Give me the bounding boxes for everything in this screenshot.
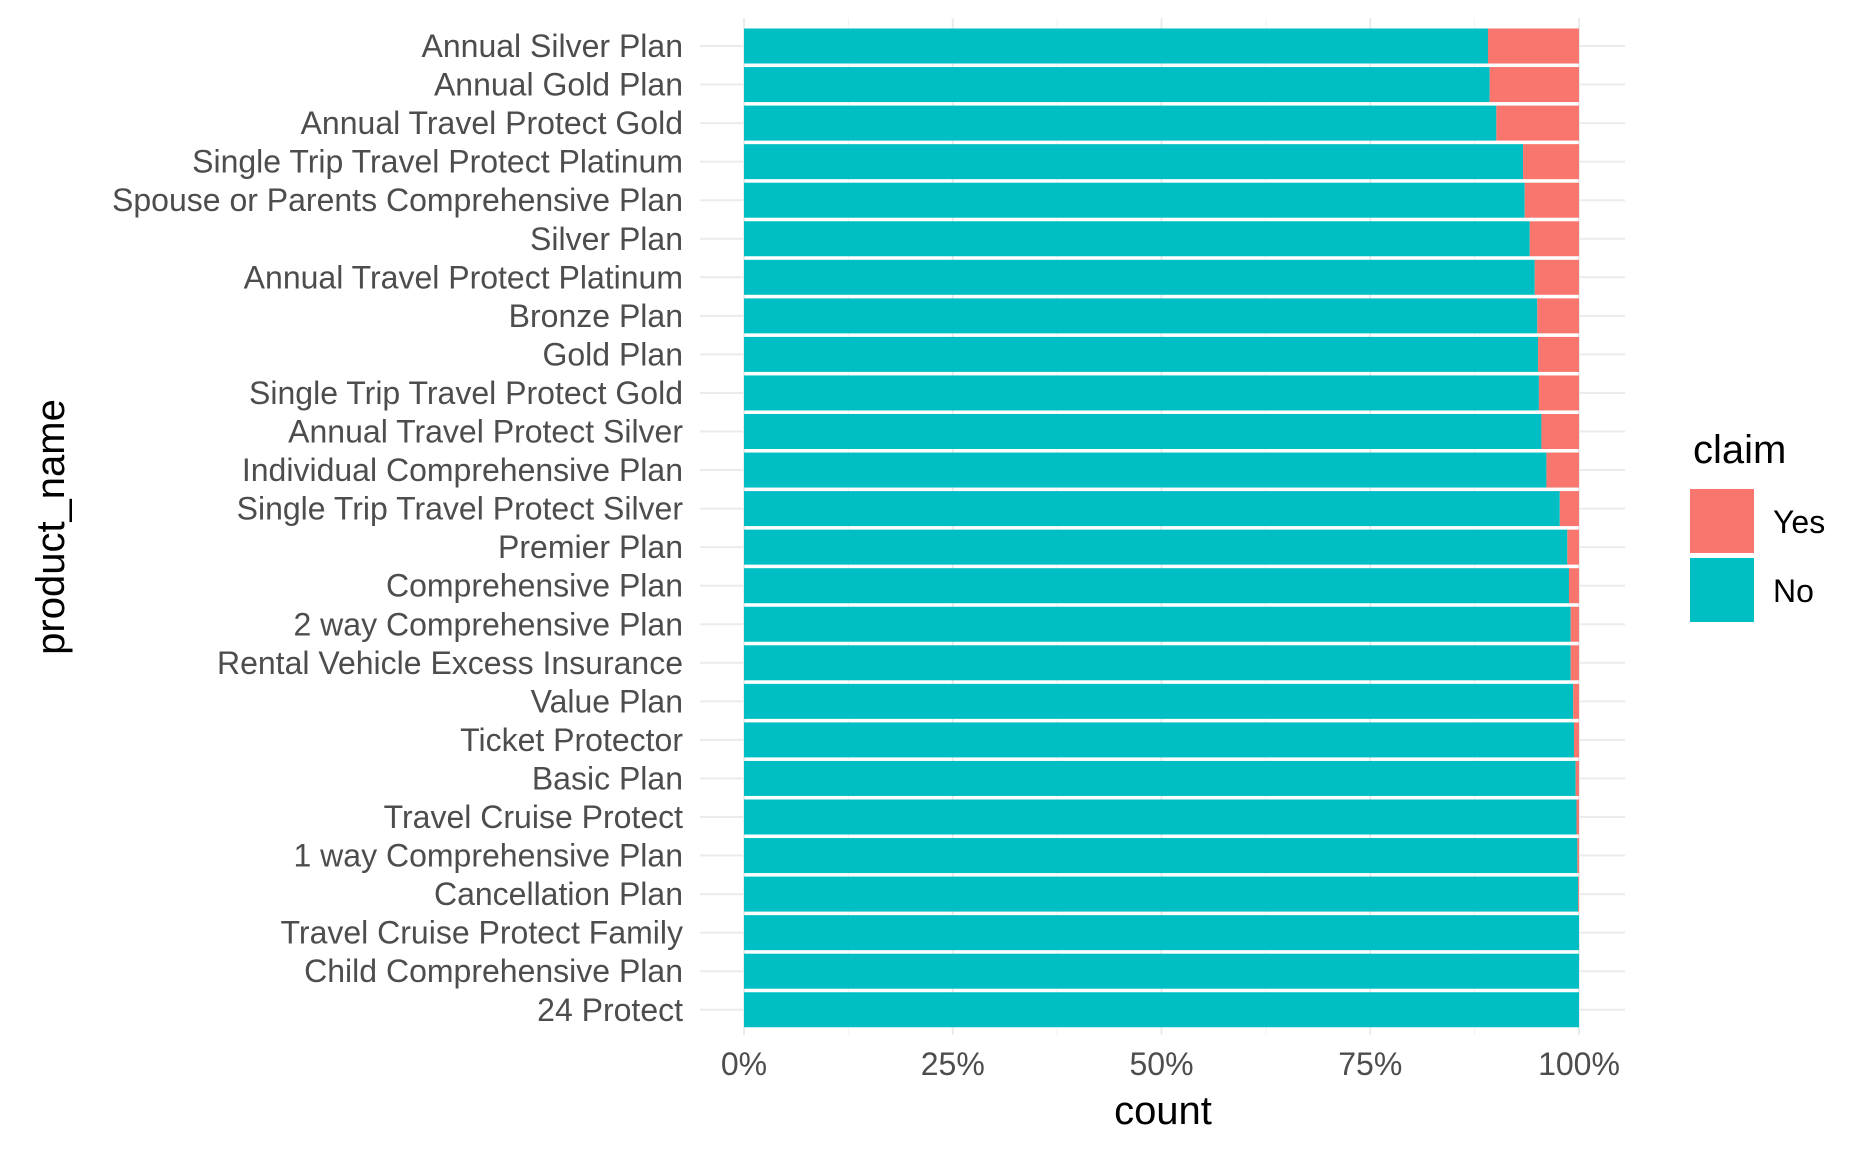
category-label: Ticket Protector <box>460 722 683 758</box>
bar-segment-yes <box>1529 221 1579 257</box>
bar-segment-yes <box>1546 452 1579 488</box>
bar-segment-yes <box>1567 529 1579 565</box>
category-label: Travel Cruise Protect Family <box>281 915 683 951</box>
bar-segment-no <box>744 722 1574 758</box>
category-label: Child Comprehensive Plan <box>304 953 683 989</box>
bar-segment-yes <box>1573 683 1579 719</box>
bar-segment-no <box>744 491 1560 527</box>
x-tick-label: 25% <box>921 1046 985 1082</box>
bar-segment-no <box>744 298 1538 334</box>
bar-segment-no <box>744 414 1542 449</box>
bar-segment-yes <box>1541 414 1579 449</box>
bar-segment-yes <box>1489 67 1579 103</box>
legend-swatch-no <box>1690 558 1754 622</box>
bar-segment-no <box>744 838 1578 874</box>
x-tick-label: 0% <box>721 1046 767 1082</box>
category-label: Single Trip Travel Protect Gold <box>249 375 683 411</box>
bar-segment-yes <box>1523 144 1579 180</box>
category-label: Annual Travel Protect Silver <box>288 414 683 450</box>
bar-segment-no <box>744 375 1539 411</box>
legend-swatch-yes <box>1690 489 1754 553</box>
bar-segment-yes <box>1559 491 1579 527</box>
legend: claim Yes No <box>1690 428 1825 622</box>
bar-segment-no <box>744 876 1579 912</box>
category-label: Single Trip Travel Protect Silver <box>237 491 684 527</box>
category-label: Cancellation Plan <box>434 876 683 912</box>
bar-segment-no <box>744 452 1547 488</box>
bar-segment-yes <box>1538 375 1579 411</box>
bar-segment-no <box>744 67 1490 103</box>
category-label: Basic Plan <box>532 760 683 796</box>
category-label: Gold Plan <box>542 336 683 372</box>
x-tick-labels: 0% 25% 50% 75% 100% <box>721 1046 1620 1082</box>
bar-segment-yes <box>1487 28 1579 64</box>
category-label: Comprehensive Plan <box>386 568 683 604</box>
bars <box>744 28 1579 1028</box>
legend-label-yes: Yes <box>1773 504 1825 540</box>
bar-segment-no <box>744 568 1569 604</box>
bar-segment-no <box>744 992 1579 1028</box>
x-tick-label: 75% <box>1338 1046 1402 1082</box>
bar-segment-no <box>744 799 1577 835</box>
category-label: Silver Plan <box>530 221 683 257</box>
bar-segment-no <box>744 28 1488 64</box>
bar-segment-yes <box>1578 876 1579 912</box>
category-label: Annual Travel Protect Gold <box>301 105 683 141</box>
bar-segment-yes <box>1534 259 1579 295</box>
bar-segment-no <box>744 144 1524 180</box>
bar-segment-yes <box>1576 799 1579 835</box>
bar-segment-no <box>744 259 1535 295</box>
bar-segment-yes <box>1577 838 1579 874</box>
bar-segment-yes <box>1570 645 1579 681</box>
x-tick-label: 100% <box>1538 1046 1620 1082</box>
category-label: Annual Travel Protect Platinum <box>244 259 683 295</box>
y-axis-title: product_name <box>29 399 73 655</box>
legend-label-no: No <box>1773 573 1814 609</box>
category-label: Premier Plan <box>498 529 683 565</box>
category-label: 24 Protect <box>537 992 683 1028</box>
bar-segment-no <box>744 953 1579 989</box>
category-label: Individual Comprehensive Plan <box>242 452 683 488</box>
category-label: 2 way Comprehensive Plan <box>293 606 683 642</box>
bar-segment-yes <box>1568 568 1579 604</box>
category-label: Annual Silver Plan <box>422 28 683 64</box>
legend-title: claim <box>1693 428 1786 472</box>
bar-segment-no <box>744 221 1530 257</box>
category-label: Single Trip Travel Protect Platinum <box>192 144 683 180</box>
bar-segment-no <box>744 915 1579 951</box>
bar-segment-yes <box>1575 760 1579 796</box>
category-label: Annual Gold Plan <box>434 67 683 103</box>
category-label: Value Plan <box>531 683 683 719</box>
category-label: Rental Vehicle Excess Insurance <box>217 645 683 681</box>
bar-segment-yes <box>1573 722 1579 758</box>
category-label: Spouse or Parents Comprehensive Plan <box>112 182 683 218</box>
bar-segment-no <box>744 760 1576 796</box>
bar-segment-no <box>744 683 1574 719</box>
category-label: 1 way Comprehensive Plan <box>293 838 683 874</box>
bar-segment-no <box>744 182 1525 218</box>
bar-segment-yes <box>1496 105 1579 141</box>
bar-segment-yes <box>1524 182 1579 218</box>
bar-segment-yes <box>1537 298 1579 334</box>
bar-segment-yes <box>1538 336 1579 372</box>
bar-segment-no <box>744 606 1571 642</box>
bar-segment-no <box>744 645 1571 681</box>
bar-segment-no <box>744 529 1568 565</box>
bar-segment-yes <box>1570 606 1579 642</box>
x-axis-title: count <box>1114 1089 1212 1133</box>
category-label: Travel Cruise Protect <box>384 799 683 835</box>
category-label: Bronze Plan <box>509 298 683 334</box>
x-tick-label: 50% <box>1129 1046 1193 1082</box>
bar-segment-no <box>744 336 1539 372</box>
bar-segment-no <box>744 105 1497 141</box>
